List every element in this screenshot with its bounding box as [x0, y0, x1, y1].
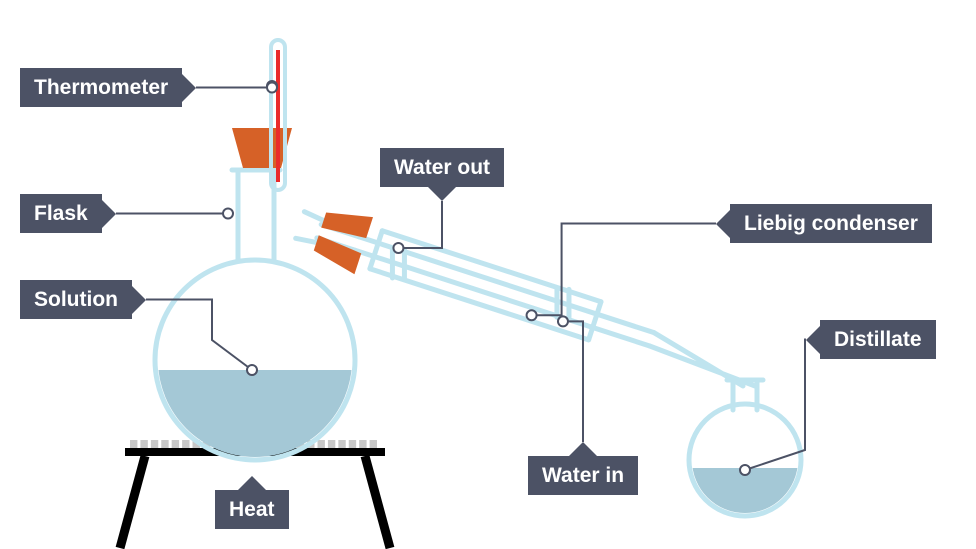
label-solution: Solution [20, 280, 132, 319]
label-heat-arrow [238, 476, 266, 490]
label-distillate: Distillate [820, 320, 936, 359]
label-heat: Heat [215, 490, 289, 529]
label-flask: Flask [20, 194, 102, 233]
label-water-in-arrow [569, 442, 597, 456]
label-thermometer: Thermometer [20, 68, 182, 107]
label-water-out: Water out [380, 148, 504, 187]
label-distillate-arrow [806, 326, 820, 354]
label-thermometer-arrow [182, 74, 196, 102]
label-flask-arrow [102, 200, 116, 228]
label-liebig-arrow [716, 210, 730, 238]
distillation-diagram: Thermometer Flask Solution Water out Lie… [0, 0, 976, 549]
label-water-in: Water in [528, 456, 638, 495]
label-solution-arrow [132, 286, 146, 314]
label-water-out-arrow [428, 187, 456, 201]
label-liebig-condenser: Liebig condenser [730, 204, 932, 243]
